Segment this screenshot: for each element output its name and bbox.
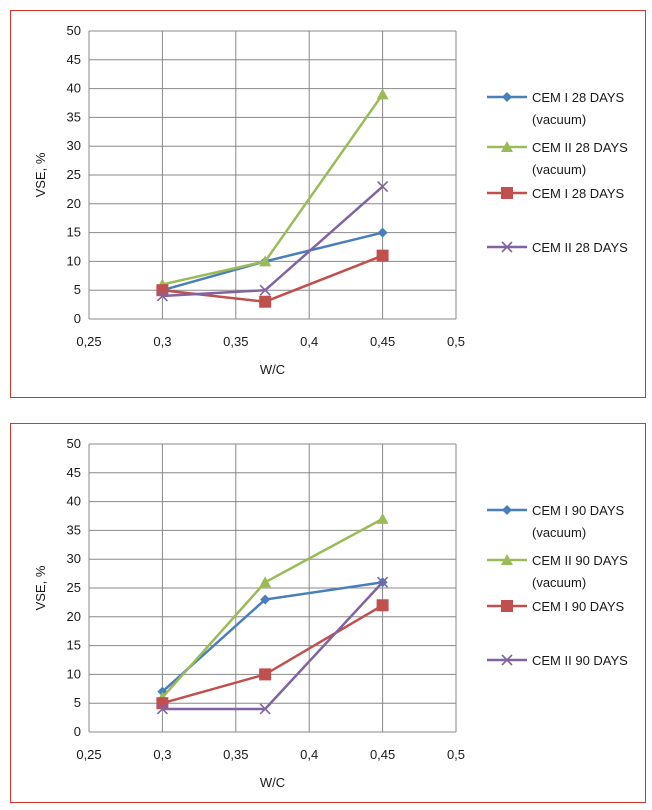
x-tick-label: 0,5 — [447, 334, 465, 349]
y-tick-label: 10 — [67, 666, 81, 681]
data-point — [156, 290, 168, 302]
legend-marker — [501, 187, 513, 199]
chart-panel-28-days: 0 5 10 15 20 25 30 35 40 45 50 0,25 0,3 0,35 0,4 0,45 0,… — [10, 10, 646, 398]
x-tick-label: 0,4 — [300, 747, 318, 762]
legend-marker — [501, 600, 513, 612]
data-point — [377, 227, 388, 238]
y-tick-label: 30 — [67, 551, 81, 566]
x-tick-label: 0,25 — [76, 334, 101, 349]
legend: CEM I 90 DAYS (vacuum) CEM II 90 DAYS (vacu… — [487, 503, 628, 668]
data-point — [259, 703, 271, 715]
legend-item: CEM I 90 DAYS — [487, 599, 625, 614]
data-point — [259, 295, 272, 308]
legend-label: CEM I 90 DAYS — [532, 599, 625, 614]
legend-label: CEM II 90 DAYS — [532, 553, 628, 568]
legend-label: CEM II 28 DAYS — [532, 240, 628, 255]
y-tick-label: 40 — [67, 81, 81, 96]
y-tick-label: 10 — [67, 253, 81, 268]
y-axis-title: VSE, % — [33, 565, 48, 610]
legend-label: CEM II 28 DAYS — [532, 140, 628, 155]
legend-label: (vacuum) — [532, 112, 586, 127]
y-tick-label: 0 — [74, 724, 81, 739]
grid — [88, 30, 457, 320]
x-tick-label: 0,45 — [370, 334, 395, 349]
data-point — [259, 668, 272, 681]
y-tick-label: 50 — [67, 436, 81, 451]
data-point — [376, 88, 389, 100]
grid — [88, 443, 457, 733]
series — [156, 180, 389, 302]
x-tick-label: 0,35 — [223, 747, 248, 762]
chart-panel-90-days: 0 5 10 15 20 25 30 35 40 45 50 0,25 0,3 0,35 0,4 0,45 0,… — [10, 423, 646, 803]
legend-label: CEM I 28 DAYS — [532, 90, 625, 105]
series-line — [162, 93, 384, 286]
legend-marker — [501, 241, 513, 253]
x-tick-label: 0,3 — [153, 747, 171, 762]
series — [157, 577, 388, 697]
legend-item: CEM II 28 DAYS — [487, 240, 628, 255]
legend-item: CEM I 90 DAYS (vacuum) — [487, 503, 625, 540]
series-line — [162, 604, 384, 705]
series — [156, 599, 389, 710]
y-tick-label: 50 — [67, 23, 81, 38]
data-point — [259, 576, 272, 588]
y-tick-label: 5 — [74, 282, 81, 297]
y-tick-label: 35 — [67, 109, 81, 124]
y-tick-label: 35 — [67, 522, 81, 537]
legend-label: CEM II 90 DAYS — [532, 653, 628, 668]
legend-marker — [502, 505, 512, 515]
legend-label: CEM I 28 DAYS — [532, 186, 625, 201]
data-point — [377, 180, 389, 193]
data-point — [260, 594, 271, 605]
x-tick-label: 0,35 — [223, 334, 248, 349]
y-tick-label: 15 — [67, 225, 81, 240]
y-tick-label: 45 — [67, 465, 81, 480]
y-tick-label: 45 — [67, 52, 81, 67]
legend-label: (vacuum) — [532, 525, 586, 540]
x-tick-label: 0,45 — [370, 747, 395, 762]
x-axis-title: W/C — [260, 775, 285, 790]
data-point — [259, 284, 271, 296]
legend-marker — [501, 654, 513, 666]
x-axis-title: W/C — [260, 362, 285, 377]
y-tick-label: 25 — [67, 580, 81, 595]
x-tick-label: 0,4 — [300, 334, 318, 349]
x-tick-label: 0,25 — [76, 747, 101, 762]
legend-item: CEM I 28 DAYS (vacuum) — [487, 90, 625, 127]
series-line — [161, 581, 383, 693]
chart-28-days: 0 5 10 15 20 25 30 35 40 45 50 0,25 0,3 0,35 0,4 0,45 0,… — [33, 23, 628, 377]
data-point — [376, 249, 389, 262]
data-point — [156, 284, 169, 297]
y-tick-label: 20 — [67, 609, 81, 624]
y-tick-label: 25 — [67, 167, 81, 182]
series — [156, 576, 389, 715]
data-point — [156, 697, 169, 710]
y-tick-label: 20 — [67, 196, 81, 211]
legend-marker — [502, 92, 512, 102]
y-axis-title: VSE, % — [33, 152, 48, 197]
y-tick-label: 30 — [67, 138, 81, 153]
y-tick-label: 15 — [67, 638, 81, 653]
legend-label: (vacuum) — [532, 162, 586, 177]
legend-item: CEM II 28 DAYS (vacuum) — [487, 140, 628, 177]
legend-item: CEM I 28 DAYS — [487, 186, 625, 201]
y-tick-label: 5 — [74, 695, 81, 710]
legend-marker — [501, 141, 513, 152]
x-tick-label: 0,5 — [447, 747, 465, 762]
legend-item: CEM II 90 DAYS — [487, 653, 628, 668]
x-tick-label: 0,3 — [153, 334, 171, 349]
y-tick-label: 0 — [74, 311, 81, 326]
data-point — [156, 703, 168, 715]
legend-label: CEM I 90 DAYS — [532, 503, 625, 518]
legend-item: CEM II 90 DAYS (vacuum) — [487, 553, 628, 590]
chart-90-days: 0 5 10 15 20 25 30 35 40 45 50 0,25 0,3 0,35 0,4 0,45 0,… — [33, 436, 628, 790]
legend-marker — [501, 554, 513, 565]
data-point — [376, 512, 389, 524]
data-point — [377, 576, 389, 588]
data-point — [259, 255, 272, 267]
data-point — [376, 599, 389, 612]
legend: CEM I 28 DAYS (vacuum) CEM II 28 DAYS (vacu… — [487, 90, 628, 255]
legend-label: (vacuum) — [532, 575, 586, 590]
y-tick-label: 40 — [67, 494, 81, 509]
